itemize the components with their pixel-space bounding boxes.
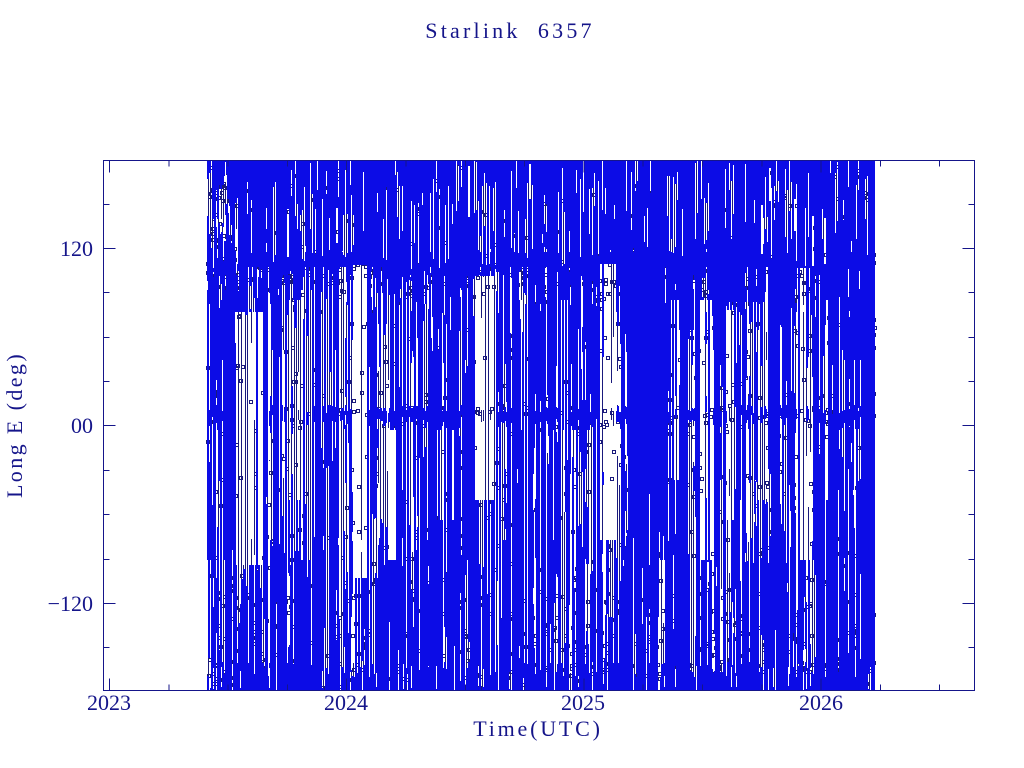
svg-text:Starlink 6357: Starlink 6357 [425, 18, 594, 43]
svg-text:Long E (deg): Long E (deg) [2, 352, 27, 498]
svg-text:2025: 2025 [561, 690, 605, 715]
svg-text:2023: 2023 [87, 690, 131, 715]
svg-text:Time(UTC): Time(UTC) [473, 716, 603, 741]
svg-text:2024: 2024 [324, 690, 368, 715]
svg-text:−120: −120 [48, 591, 93, 616]
svg-text:120: 120 [60, 236, 93, 261]
svg-text:2026: 2026 [799, 690, 843, 715]
svg-text:00: 00 [71, 413, 93, 438]
